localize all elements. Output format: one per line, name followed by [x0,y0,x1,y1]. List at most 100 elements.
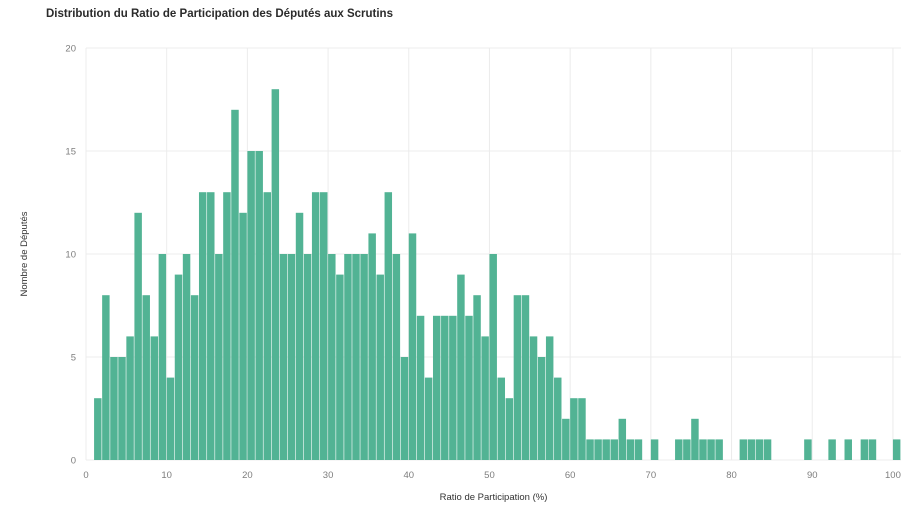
histogram-bar [223,192,231,460]
histogram-bar [537,357,546,460]
histogram-bar [408,233,417,460]
x-tick-label: 0 [83,470,88,481]
x-tick-label: 90 [807,470,818,481]
histogram-bar [683,439,691,460]
histogram-bar [368,233,376,460]
histogram-bar [586,439,594,460]
y-axis-title: Nombre de Députés [19,211,30,296]
histogram-bar [675,439,683,460]
x-tick-label: 30 [323,470,334,481]
histogram-bar [134,212,142,460]
histogram-bar [554,377,562,460]
histogram-bar [715,439,723,460]
histogram-bar [110,357,118,460]
histogram-bar [521,295,530,460]
histogram-bar [513,295,522,460]
histogram-bar [320,192,328,460]
histogram-bar [150,336,159,460]
x-tick-label: 60 [565,470,576,481]
histogram-bar [166,377,175,460]
histogram-bar [344,254,352,460]
histogram-bar [441,315,449,460]
y-tick-label: 10 [65,250,76,261]
chart-title: Distribution du Ratio de Participation d… [46,8,393,20]
histogram-bar [118,357,126,460]
histogram-bar [828,439,836,460]
histogram-bar [650,439,659,460]
histogram-bar [352,254,360,460]
histogram-bar [844,439,852,460]
histogram-bar [449,315,457,460]
histogram-bar [231,109,239,461]
histogram-bar [610,439,618,460]
histogram-bar [432,315,441,460]
histogram-bar [860,439,869,460]
y-tick-label: 5 [71,353,76,364]
histogram-bar [94,398,102,460]
histogram-bar [699,439,707,460]
histogram-bar [739,439,748,460]
histogram-bar [578,398,586,460]
histogram-bar [570,398,578,460]
histogram-bar [707,439,715,460]
histogram-bar [626,439,635,460]
histogram-bar [279,254,288,460]
histogram-bar [102,295,110,460]
histogram-bar [142,295,150,460]
histogram-bar [215,254,223,460]
histogram-bar [691,418,699,460]
histogram-bar [457,274,465,460]
histogram-bar [376,274,384,460]
histogram-bar [360,254,368,460]
x-tick-label: 80 [726,470,737,481]
histogram-bar [174,274,183,460]
x-tick-label: 70 [646,470,657,481]
histogram-bar [562,418,570,460]
histogram-bar [424,377,433,460]
histogram-bar [207,192,215,460]
histogram-bar [868,439,877,460]
x-axis-title: Ratio de Participation (%) [440,492,548,503]
x-axis-ticks: 0 10 20 30 40 50 60 70 80 90 100 [83,470,901,481]
histogram-bar [400,357,409,460]
histogram-bar [763,439,772,460]
histogram-bar [892,439,901,460]
histogram-bar [295,212,304,460]
histogram-bar [634,439,643,460]
histogram-bar [255,151,263,460]
x-tick-label: 100 [885,470,901,481]
histogram-bar [594,439,602,460]
histogram-bar [392,254,401,460]
x-tick-label: 40 [403,470,414,481]
histogram-bar [473,295,481,460]
histogram-bar [602,439,610,460]
x-tick-label: 50 [484,470,495,481]
histogram-bars [94,89,901,461]
histogram-bar [804,439,812,460]
histogram-bar [271,89,280,460]
histogram-bar [287,254,296,460]
histogram-bar [489,254,497,460]
histogram-bar [158,254,167,460]
histogram-bar [263,192,271,460]
x-tick-label: 20 [242,470,253,481]
y-tick-label: 20 [65,44,76,55]
histogram-bar [505,398,514,460]
histogram-bar [747,439,756,460]
histogram-bar [481,336,489,460]
histogram-bar [545,336,554,460]
histogram-bar [190,295,199,460]
histogram-bar [239,212,247,460]
y-tick-label: 15 [65,147,76,158]
histogram-bar [497,377,506,460]
histogram-bar [336,274,344,460]
histogram-bar [126,336,134,460]
histogram-bar [311,192,320,460]
histogram-bar [198,192,207,460]
histogram-bar [755,439,764,460]
x-tick-label: 10 [161,470,172,481]
histogram-bar [416,315,425,460]
y-axis-ticks: 0 5 10 15 20 [65,44,76,467]
histogram-bar [465,315,473,460]
